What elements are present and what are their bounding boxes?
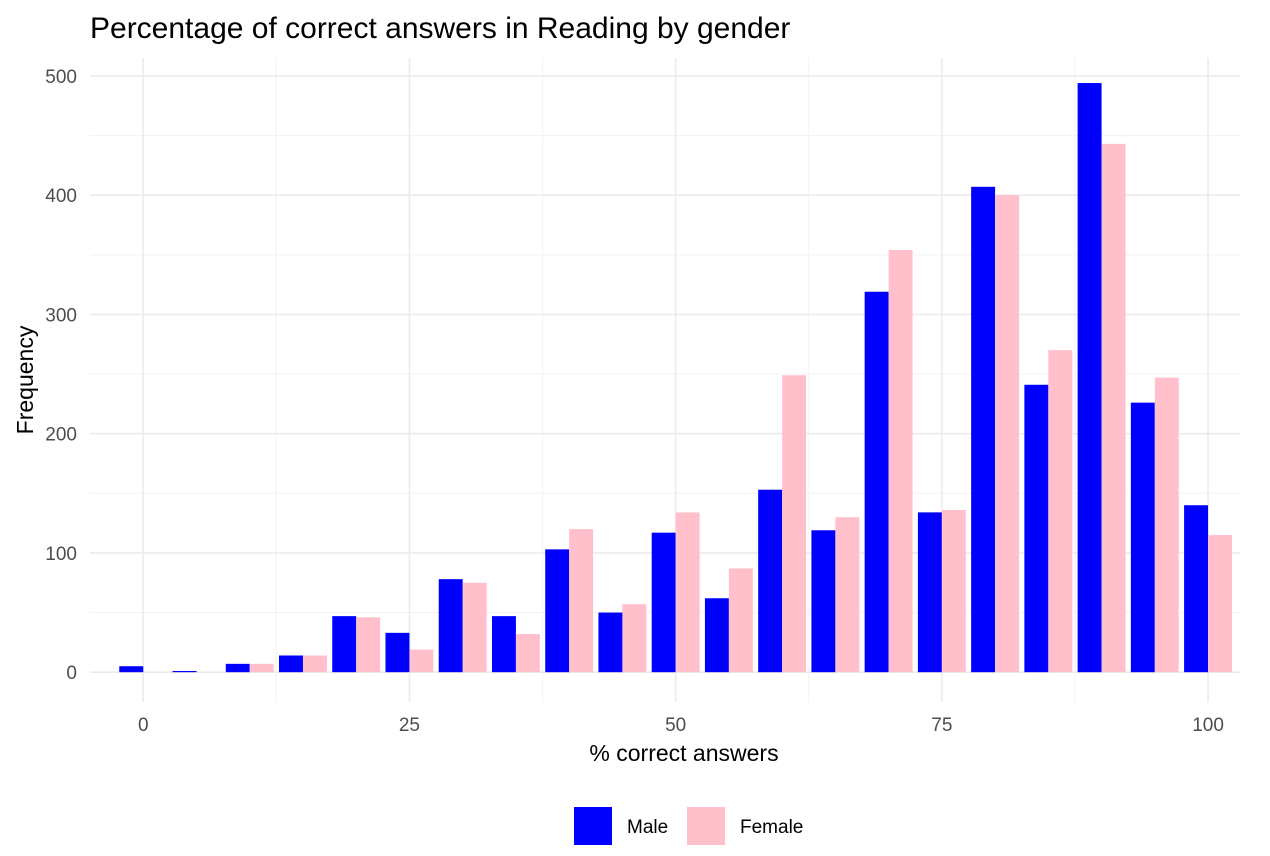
y-tick-label: 100 xyxy=(45,544,77,565)
bar-female xyxy=(995,195,1020,673)
y-axis-ticks: 0 100 200 300 400 500 xyxy=(45,67,77,684)
bar-female xyxy=(675,512,700,673)
bar-male xyxy=(279,655,303,673)
bar-male xyxy=(385,632,410,673)
bar-female xyxy=(249,663,274,673)
bar-female xyxy=(302,655,327,673)
x-tick-label: 25 xyxy=(399,715,420,736)
bar-male xyxy=(1024,384,1049,673)
legend-label-male: Male xyxy=(627,817,668,838)
x-tick-label: 75 xyxy=(931,715,952,736)
chart-title: Percentage of correct answers in Reading… xyxy=(90,12,790,45)
bar-female xyxy=(728,568,753,673)
bar-female xyxy=(569,529,594,673)
bar-male xyxy=(651,532,676,673)
bar-female xyxy=(835,517,860,673)
y-tick-label: 300 xyxy=(45,305,77,326)
y-tick-label: 500 xyxy=(45,67,77,88)
legend-item-male: Male xyxy=(574,807,668,845)
x-tick-label: 100 xyxy=(1192,715,1224,736)
bar-female xyxy=(941,509,966,673)
bar-male xyxy=(545,549,570,673)
bar-male xyxy=(491,616,516,673)
bar-female xyxy=(515,634,540,673)
bar-male xyxy=(1077,83,1102,673)
bar-female xyxy=(462,582,487,673)
bar-female xyxy=(1048,350,1073,673)
bar-male xyxy=(119,666,144,673)
bar-male xyxy=(438,579,463,673)
bar-female xyxy=(409,649,434,673)
grid xyxy=(90,58,1240,702)
bar-male xyxy=(704,598,729,673)
y-tick-label: 400 xyxy=(45,186,77,207)
legend: Male Female xyxy=(574,807,803,845)
bar-female xyxy=(782,375,807,673)
legend-key-male xyxy=(574,807,612,845)
legend-item-female: Female xyxy=(687,807,803,845)
bar-male xyxy=(811,530,836,673)
bar-female xyxy=(1101,143,1126,673)
y-tick-label: 0 xyxy=(66,663,77,684)
bar-male xyxy=(332,616,357,673)
y-tick-label: 200 xyxy=(45,425,77,446)
legend-key-female xyxy=(687,807,725,845)
x-tick-label: 50 xyxy=(665,715,686,736)
bar-male xyxy=(172,670,197,673)
bar-male xyxy=(917,512,942,673)
bar-male xyxy=(758,489,783,673)
bar-female xyxy=(1208,535,1233,673)
x-axis-ticks: 0 25 50 75 100 xyxy=(138,715,1224,736)
bar-female xyxy=(622,604,647,673)
bar-male xyxy=(598,612,623,673)
bar-male xyxy=(971,186,996,673)
bar-female xyxy=(1154,377,1179,673)
bar-female xyxy=(356,617,381,673)
bar-male xyxy=(225,663,250,673)
bar-male xyxy=(864,291,889,673)
bar-male xyxy=(1184,505,1209,673)
bars xyxy=(119,83,1233,673)
y-axis-title: Frequency xyxy=(12,325,38,434)
x-tick-label: 0 xyxy=(138,715,149,736)
bar-female xyxy=(888,250,913,673)
bar-male xyxy=(1130,402,1155,673)
legend-label-female: Female xyxy=(740,817,803,838)
x-axis-title: % correct answers xyxy=(589,740,778,766)
